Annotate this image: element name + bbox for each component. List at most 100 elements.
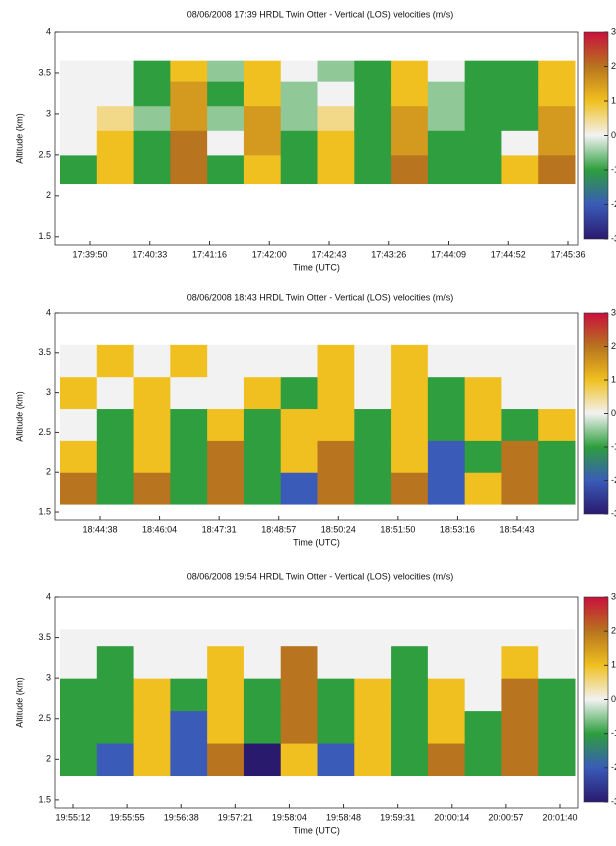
heat-cell: [60, 154, 98, 185]
x-tick-label: 20:00:14: [434, 812, 469, 822]
heat-cell: [207, 60, 245, 82]
heat-cell: [538, 154, 576, 185]
y-tick-label: 3.5: [38, 632, 51, 642]
heat-cell: [170, 678, 208, 712]
heat-cell: [538, 81, 576, 107]
heat-cell: [280, 60, 318, 82]
chart-title: 08/06/2008 18:43 HRDL Twin Otter - Verti…: [187, 292, 454, 302]
heat-cell: [501, 472, 539, 505]
heat-cell: [464, 743, 502, 777]
heat-cell: [391, 130, 429, 156]
heat-cell: [391, 678, 429, 712]
heat-cell: [133, 629, 171, 647]
heat-cell: [96, 60, 135, 82]
heat-cell: [170, 645, 208, 679]
heat-cell: [243, 105, 282, 131]
heat-cell: [464, 105, 502, 131]
heat-cell: [354, 645, 392, 679]
heat-cell: [317, 629, 355, 647]
heat-cell: [501, 408, 539, 441]
colorbar-tick-label: 3: [611, 307, 616, 317]
heat-cell: [280, 81, 318, 107]
heat-cell: [354, 105, 392, 131]
heat-cell: [96, 344, 135, 378]
chart-title: 08/06/2008 17:39 HRDL Twin Otter - Verti…: [187, 9, 454, 19]
heat-cell: [354, 743, 392, 777]
heat-cell: [96, 710, 135, 744]
colorbar-tick-label: -1: [611, 441, 616, 451]
heat-cell: [243, 60, 282, 82]
heat-cell: [538, 678, 576, 712]
heat-cell: [60, 472, 98, 505]
heat-cell: [280, 472, 318, 505]
heat-cell: [170, 105, 208, 131]
heat-cell: [354, 440, 392, 473]
heat-cell: [133, 472, 171, 505]
heat-cell: [60, 440, 98, 473]
heat-cell: [354, 344, 392, 378]
heat-cell: [96, 154, 135, 185]
heat-cell: [538, 472, 576, 505]
heat-cell: [501, 60, 539, 82]
heat-cell: [96, 130, 135, 156]
heat-cell: [207, 81, 245, 107]
y-tick-label: 2.5: [38, 149, 51, 159]
heat-cell: [243, 629, 282, 647]
x-tick-label: 17:40:33: [132, 249, 167, 259]
colorbar-tick-label: 1: [611, 374, 616, 384]
heat-cell: [243, 743, 282, 777]
heat-cell: [133, 710, 171, 744]
heat-cell: [207, 743, 245, 777]
heat-cell: [280, 344, 318, 378]
heat-cell: [170, 130, 208, 156]
heat-cell: [464, 629, 502, 647]
heat-cell: [207, 645, 245, 679]
heat-cell: [170, 629, 208, 647]
heat-cell: [501, 440, 539, 473]
x-tick-label: 18:51:50: [380, 524, 415, 534]
x-tick-label: 19:55:55: [110, 812, 145, 822]
heat-cell: [317, 645, 355, 679]
heat-cell: [170, 344, 208, 378]
y-tick-label: 2: [46, 190, 51, 200]
x-tick-label: 18:48:57: [261, 524, 296, 534]
heat-cell: [538, 710, 576, 744]
heat-cell: [501, 344, 539, 378]
heat-cell: [207, 440, 245, 473]
y-tick-label: 4: [46, 307, 51, 317]
heat-cell: [354, 154, 392, 185]
heat-cell: [427, 376, 466, 410]
heat-cell: [60, 344, 98, 378]
heat-cell: [207, 130, 245, 156]
heat-cell: [391, 105, 429, 131]
heat-cell: [60, 678, 98, 712]
y-tick-label: 1.5: [38, 794, 51, 804]
heat-cell: [464, 710, 502, 744]
plot-frame: [54, 312, 579, 521]
heat-cell: [96, 81, 135, 107]
heat-cell: [60, 105, 98, 131]
heat-cell: [501, 743, 539, 777]
heat-cell: [96, 376, 135, 410]
heat-cell: [133, 408, 171, 441]
heat-cell: [538, 743, 576, 777]
heat-cell: [391, 81, 429, 107]
heat-cell: [538, 130, 576, 156]
heat-cell: [96, 472, 135, 505]
heat-cell: [60, 710, 98, 744]
x-tick-label: 17:44:09: [431, 249, 466, 259]
y-tick-label: 3: [46, 387, 51, 397]
heat-cell: [391, 344, 429, 378]
heat-cell: [427, 440, 466, 473]
heat-cell: [538, 645, 576, 679]
heat-cell: [427, 472, 466, 505]
y-tick-label: 3.5: [38, 347, 51, 357]
heat-cell: [354, 710, 392, 744]
heat-cell: [427, 130, 466, 156]
heat-cell: [96, 629, 135, 647]
x-tick-label: 17:45:36: [550, 249, 585, 259]
heat-cell: [280, 154, 318, 185]
colorbar-tick-label: 0: [611, 408, 616, 418]
heat-cell: [464, 130, 502, 156]
